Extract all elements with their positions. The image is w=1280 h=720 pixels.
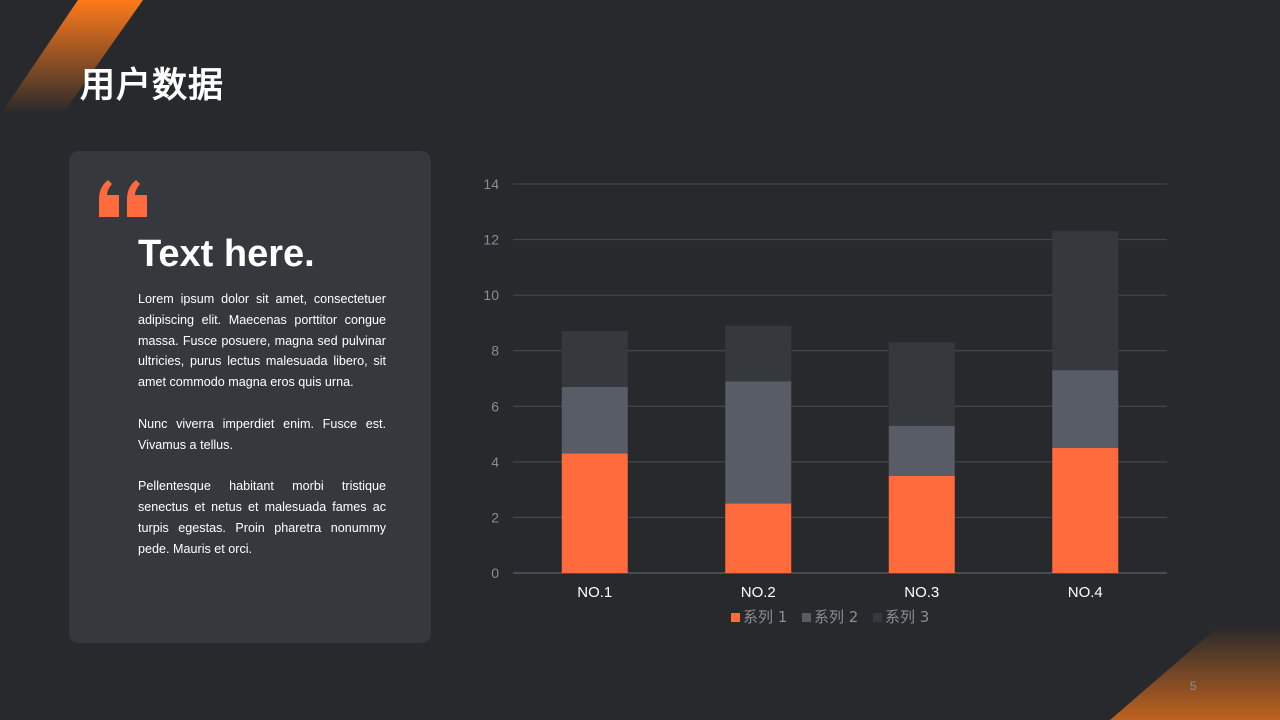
legend-label: 系列 1 bbox=[743, 608, 787, 626]
card-paragraph: Lorem ipsum dolor sit amet, consectetuer… bbox=[138, 292, 386, 390]
corner-decoration-bottom-right bbox=[1110, 625, 1280, 720]
bar-segment bbox=[888, 475, 955, 573]
x-tick-label: NO.3 bbox=[904, 584, 939, 601]
legend-swatch bbox=[802, 613, 811, 622]
y-tick-label: 2 bbox=[491, 509, 499, 525]
bar-segment bbox=[888, 342, 955, 426]
bar-segment bbox=[1052, 447, 1119, 573]
bar-segment bbox=[561, 386, 628, 454]
card-paragraph: Nunc viverra imperdiet enim. Fusce est. … bbox=[138, 416, 386, 452]
card-paragraph: Pellentesque habitant morbi tristique se… bbox=[138, 479, 386, 556]
page-number: 5 bbox=[1190, 679, 1197, 693]
bar-segment bbox=[561, 331, 628, 387]
y-tick-label: 4 bbox=[491, 454, 499, 470]
x-tick-label: NO.4 bbox=[1068, 584, 1103, 601]
card-heading: Text here. bbox=[138, 233, 315, 275]
legend-label: 系列 3 bbox=[885, 608, 929, 626]
y-tick-label: 6 bbox=[491, 398, 499, 414]
bar-segment bbox=[725, 503, 792, 573]
y-tick-label: 10 bbox=[483, 287, 499, 303]
stacked-bar-chart: 0 2 4 6 8 10 12 14 NO.1 NO.2 NO.3 NO.4 系列 1 系列 2 系列 3 bbox=[483, 176, 1167, 626]
bar-segment bbox=[888, 425, 955, 476]
bar-segment bbox=[1052, 370, 1119, 448]
legend-label: 系列 2 bbox=[814, 608, 858, 626]
x-tick-label: NO.1 bbox=[577, 584, 612, 601]
legend-swatch bbox=[873, 613, 882, 622]
bar-segment bbox=[561, 453, 628, 573]
bar-segment bbox=[1052, 231, 1119, 371]
y-tick-label: 8 bbox=[491, 343, 499, 359]
bar-segment bbox=[725, 325, 792, 382]
card-body: Lorem ipsum dolor sit amet, consectetuer… bbox=[138, 289, 386, 580]
legend-swatch bbox=[731, 613, 740, 622]
bar-segment bbox=[725, 381, 792, 504]
y-tick-label: 12 bbox=[483, 232, 499, 248]
y-tick-label: 14 bbox=[483, 176, 499, 192]
quote-icon bbox=[99, 180, 147, 217]
corner-decoration-top-left bbox=[0, 0, 143, 115]
page-title: 用户数据 bbox=[80, 66, 225, 106]
quote-card: Text here. Lorem ipsum dolor sit amet, c… bbox=[69, 151, 431, 643]
y-tick-label: 0 bbox=[491, 565, 499, 581]
x-tick-label: NO.2 bbox=[741, 584, 776, 601]
